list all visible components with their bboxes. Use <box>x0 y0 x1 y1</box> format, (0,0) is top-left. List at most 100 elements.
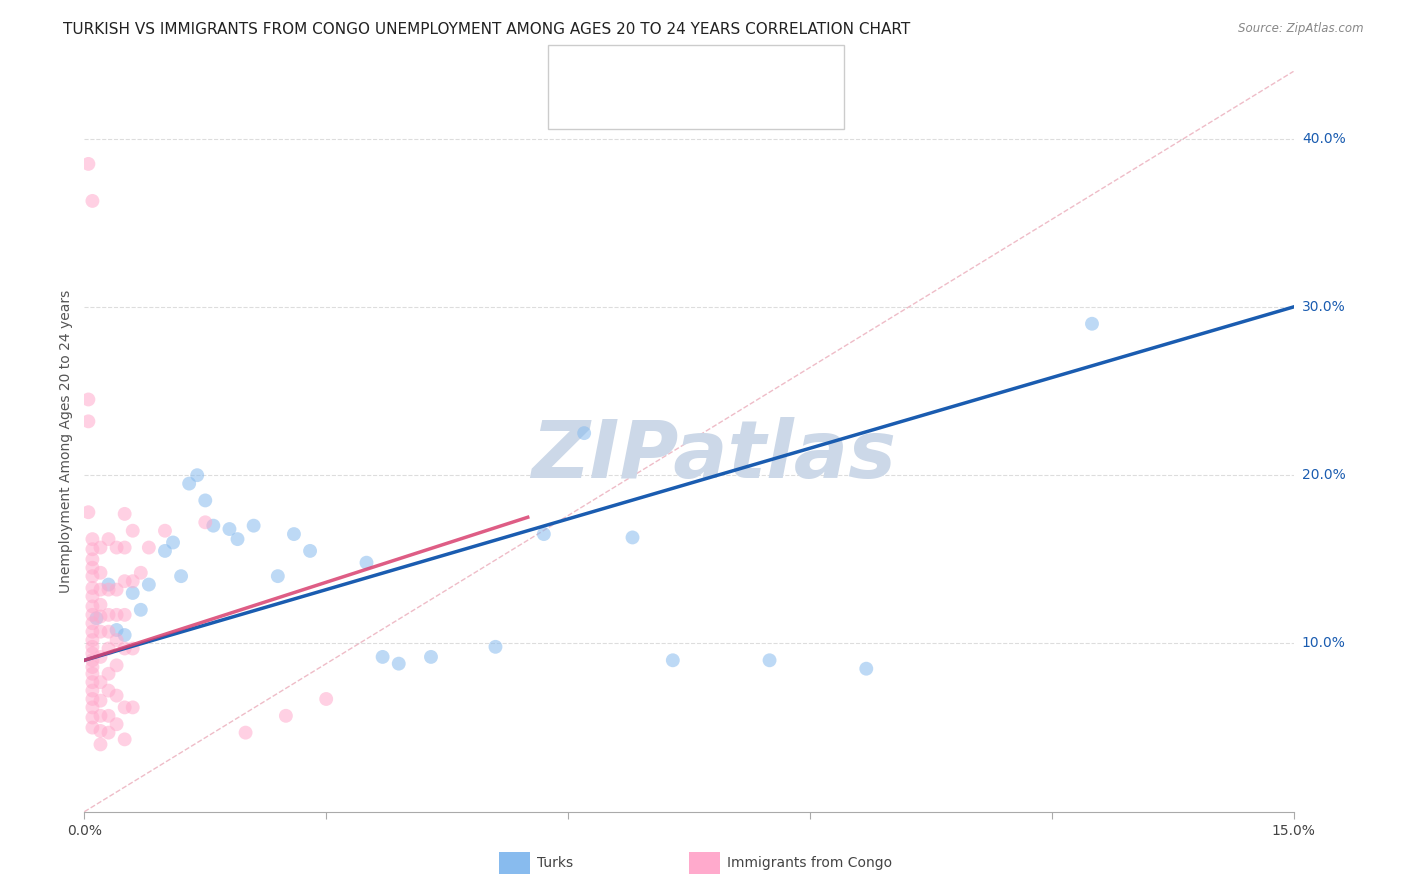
Point <box>114 541 136 555</box>
Point <box>82 633 104 648</box>
Point <box>388 657 411 671</box>
Point <box>82 569 104 583</box>
Point <box>105 607 128 622</box>
Point <box>89 609 111 624</box>
Point <box>82 581 104 595</box>
Point <box>82 552 104 566</box>
Point <box>170 569 193 583</box>
Text: Source: ZipAtlas.com: Source: ZipAtlas.com <box>1239 22 1364 36</box>
Point <box>89 598 111 612</box>
Point <box>153 524 176 538</box>
Y-axis label: Unemployment Among Ages 20 to 24 years: Unemployment Among Ages 20 to 24 years <box>59 290 73 593</box>
Point <box>267 569 290 583</box>
Point <box>202 518 225 533</box>
Point <box>105 717 128 731</box>
Point <box>114 574 136 589</box>
Point <box>129 603 152 617</box>
Point <box>105 689 128 703</box>
Text: ZIPatlas: ZIPatlas <box>530 417 896 495</box>
Point <box>153 544 176 558</box>
Point <box>97 582 120 597</box>
Point <box>82 542 104 557</box>
Text: R =: R = <box>602 65 636 79</box>
Point <box>186 468 208 483</box>
Point <box>179 476 201 491</box>
Text: 0.187: 0.187 <box>628 97 672 112</box>
Point <box>82 721 104 735</box>
Point <box>82 647 104 661</box>
Point <box>82 532 104 546</box>
Point <box>97 683 120 698</box>
Text: 40.0%: 40.0% <box>1302 132 1346 145</box>
Text: N =: N = <box>675 65 718 79</box>
Point <box>82 607 104 622</box>
Point <box>484 640 506 654</box>
Point <box>235 725 257 739</box>
Point <box>114 641 136 656</box>
Point <box>89 738 111 752</box>
Text: 0.496: 0.496 <box>628 65 672 79</box>
Point <box>194 493 217 508</box>
Point <box>121 586 143 600</box>
Point <box>105 623 128 637</box>
Point <box>82 653 104 667</box>
Point <box>621 531 644 545</box>
Point <box>97 725 120 739</box>
Point <box>855 662 877 676</box>
Point <box>97 607 120 622</box>
Point <box>82 616 104 631</box>
Point <box>114 607 136 622</box>
Point <box>82 624 104 639</box>
Point <box>97 641 120 656</box>
Text: N =: N = <box>675 97 718 112</box>
Point <box>138 577 160 591</box>
Text: 74: 74 <box>707 97 727 112</box>
Point <box>662 653 685 667</box>
Point <box>121 524 143 538</box>
Point <box>82 599 104 614</box>
Point <box>82 590 104 604</box>
Point <box>283 527 305 541</box>
Text: R =: R = <box>602 97 640 112</box>
Point <box>77 505 100 519</box>
Point <box>121 700 143 714</box>
Point <box>82 660 104 674</box>
Point <box>82 640 104 654</box>
Point <box>274 708 297 723</box>
Point <box>315 692 337 706</box>
Point <box>114 732 136 747</box>
Point <box>114 507 136 521</box>
Text: TURKISH VS IMMIGRANTS FROM CONGO UNEMPLOYMENT AMONG AGES 20 TO 24 YEARS CORRELAT: TURKISH VS IMMIGRANTS FROM CONGO UNEMPLO… <box>63 22 911 37</box>
Text: 32: 32 <box>707 65 727 79</box>
Point <box>299 544 322 558</box>
Point <box>97 666 120 681</box>
Point <box>371 649 394 664</box>
Point <box>82 683 104 698</box>
Text: 30.0%: 30.0% <box>1302 300 1346 314</box>
Point <box>82 692 104 706</box>
Point <box>77 157 100 171</box>
Point <box>1081 317 1104 331</box>
Point <box>97 532 120 546</box>
Point <box>89 566 111 580</box>
Point <box>114 628 136 642</box>
Point <box>77 414 100 428</box>
Point <box>129 566 152 580</box>
Point <box>89 694 111 708</box>
Point <box>86 611 108 625</box>
Point <box>89 675 111 690</box>
Point <box>105 658 128 673</box>
Point <box>77 392 100 407</box>
Point <box>758 653 780 667</box>
Point <box>97 577 120 591</box>
Text: Immigrants from Congo: Immigrants from Congo <box>727 856 891 871</box>
Point <box>194 516 217 530</box>
Point <box>82 675 104 690</box>
Text: 10.0%: 10.0% <box>1302 637 1346 650</box>
Point <box>138 541 160 555</box>
Point <box>218 522 240 536</box>
Point <box>162 535 184 549</box>
Point <box>121 641 143 656</box>
Point <box>89 723 111 738</box>
Text: Turks: Turks <box>537 856 574 871</box>
